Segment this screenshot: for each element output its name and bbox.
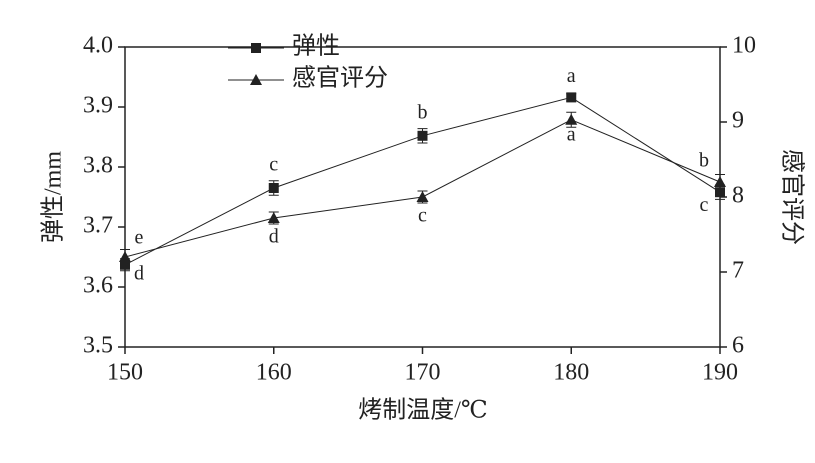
legend-marker (251, 43, 261, 53)
point (268, 183, 279, 193)
x-tick-label: 150 (107, 360, 143, 386)
y2-tick-label: 8 (732, 183, 744, 209)
point (267, 212, 280, 223)
significance-letter: e (135, 227, 144, 249)
y-tick-label: 3.8 (83, 153, 113, 179)
y-tick-label: 3.5 (83, 333, 113, 359)
y2-axis-label: 感官评分 (778, 149, 805, 245)
y-tick-label: 3.6 (83, 273, 113, 299)
point (715, 187, 725, 198)
x-axis-label: 烤制温度/℃ (358, 397, 488, 424)
significance-letter: d (269, 226, 279, 248)
significance-letter: b (699, 150, 709, 172)
y2-tick-label: 10 (732, 33, 756, 59)
x-tick-label: 190 (702, 360, 738, 386)
x-tick-label: 160 (256, 360, 292, 386)
legend-label: 感官评分 (292, 65, 388, 92)
y-tick-label: 3.9 (83, 93, 113, 119)
x-tick-label: 170 (405, 360, 441, 386)
point (566, 92, 577, 103)
significance-letter: d (134, 262, 144, 284)
significance-letter: c (418, 205, 427, 227)
y2-tick-label: 9 (732, 108, 744, 134)
point (416, 191, 429, 202)
legend-marker (250, 74, 262, 85)
point (565, 113, 578, 125)
y-axis-label: 弹性/mm (40, 151, 67, 243)
x-tick-label: 180 (553, 360, 589, 386)
y-tick-label: 3.7 (83, 213, 113, 239)
significance-letter: c (700, 194, 709, 216)
y-tick-label: 4.0 (83, 33, 113, 59)
significance-letter: a (567, 65, 576, 87)
point (417, 130, 428, 141)
y2-tick-label: 7 (732, 258, 744, 284)
point (119, 251, 131, 262)
significance-letter: a (567, 123, 576, 145)
significance-letter: b (418, 101, 428, 123)
point (714, 176, 726, 187)
y2-tick-label: 6 (732, 333, 744, 359)
significance-letter: c (269, 154, 278, 176)
legend-label: 弹性 (292, 33, 340, 60)
